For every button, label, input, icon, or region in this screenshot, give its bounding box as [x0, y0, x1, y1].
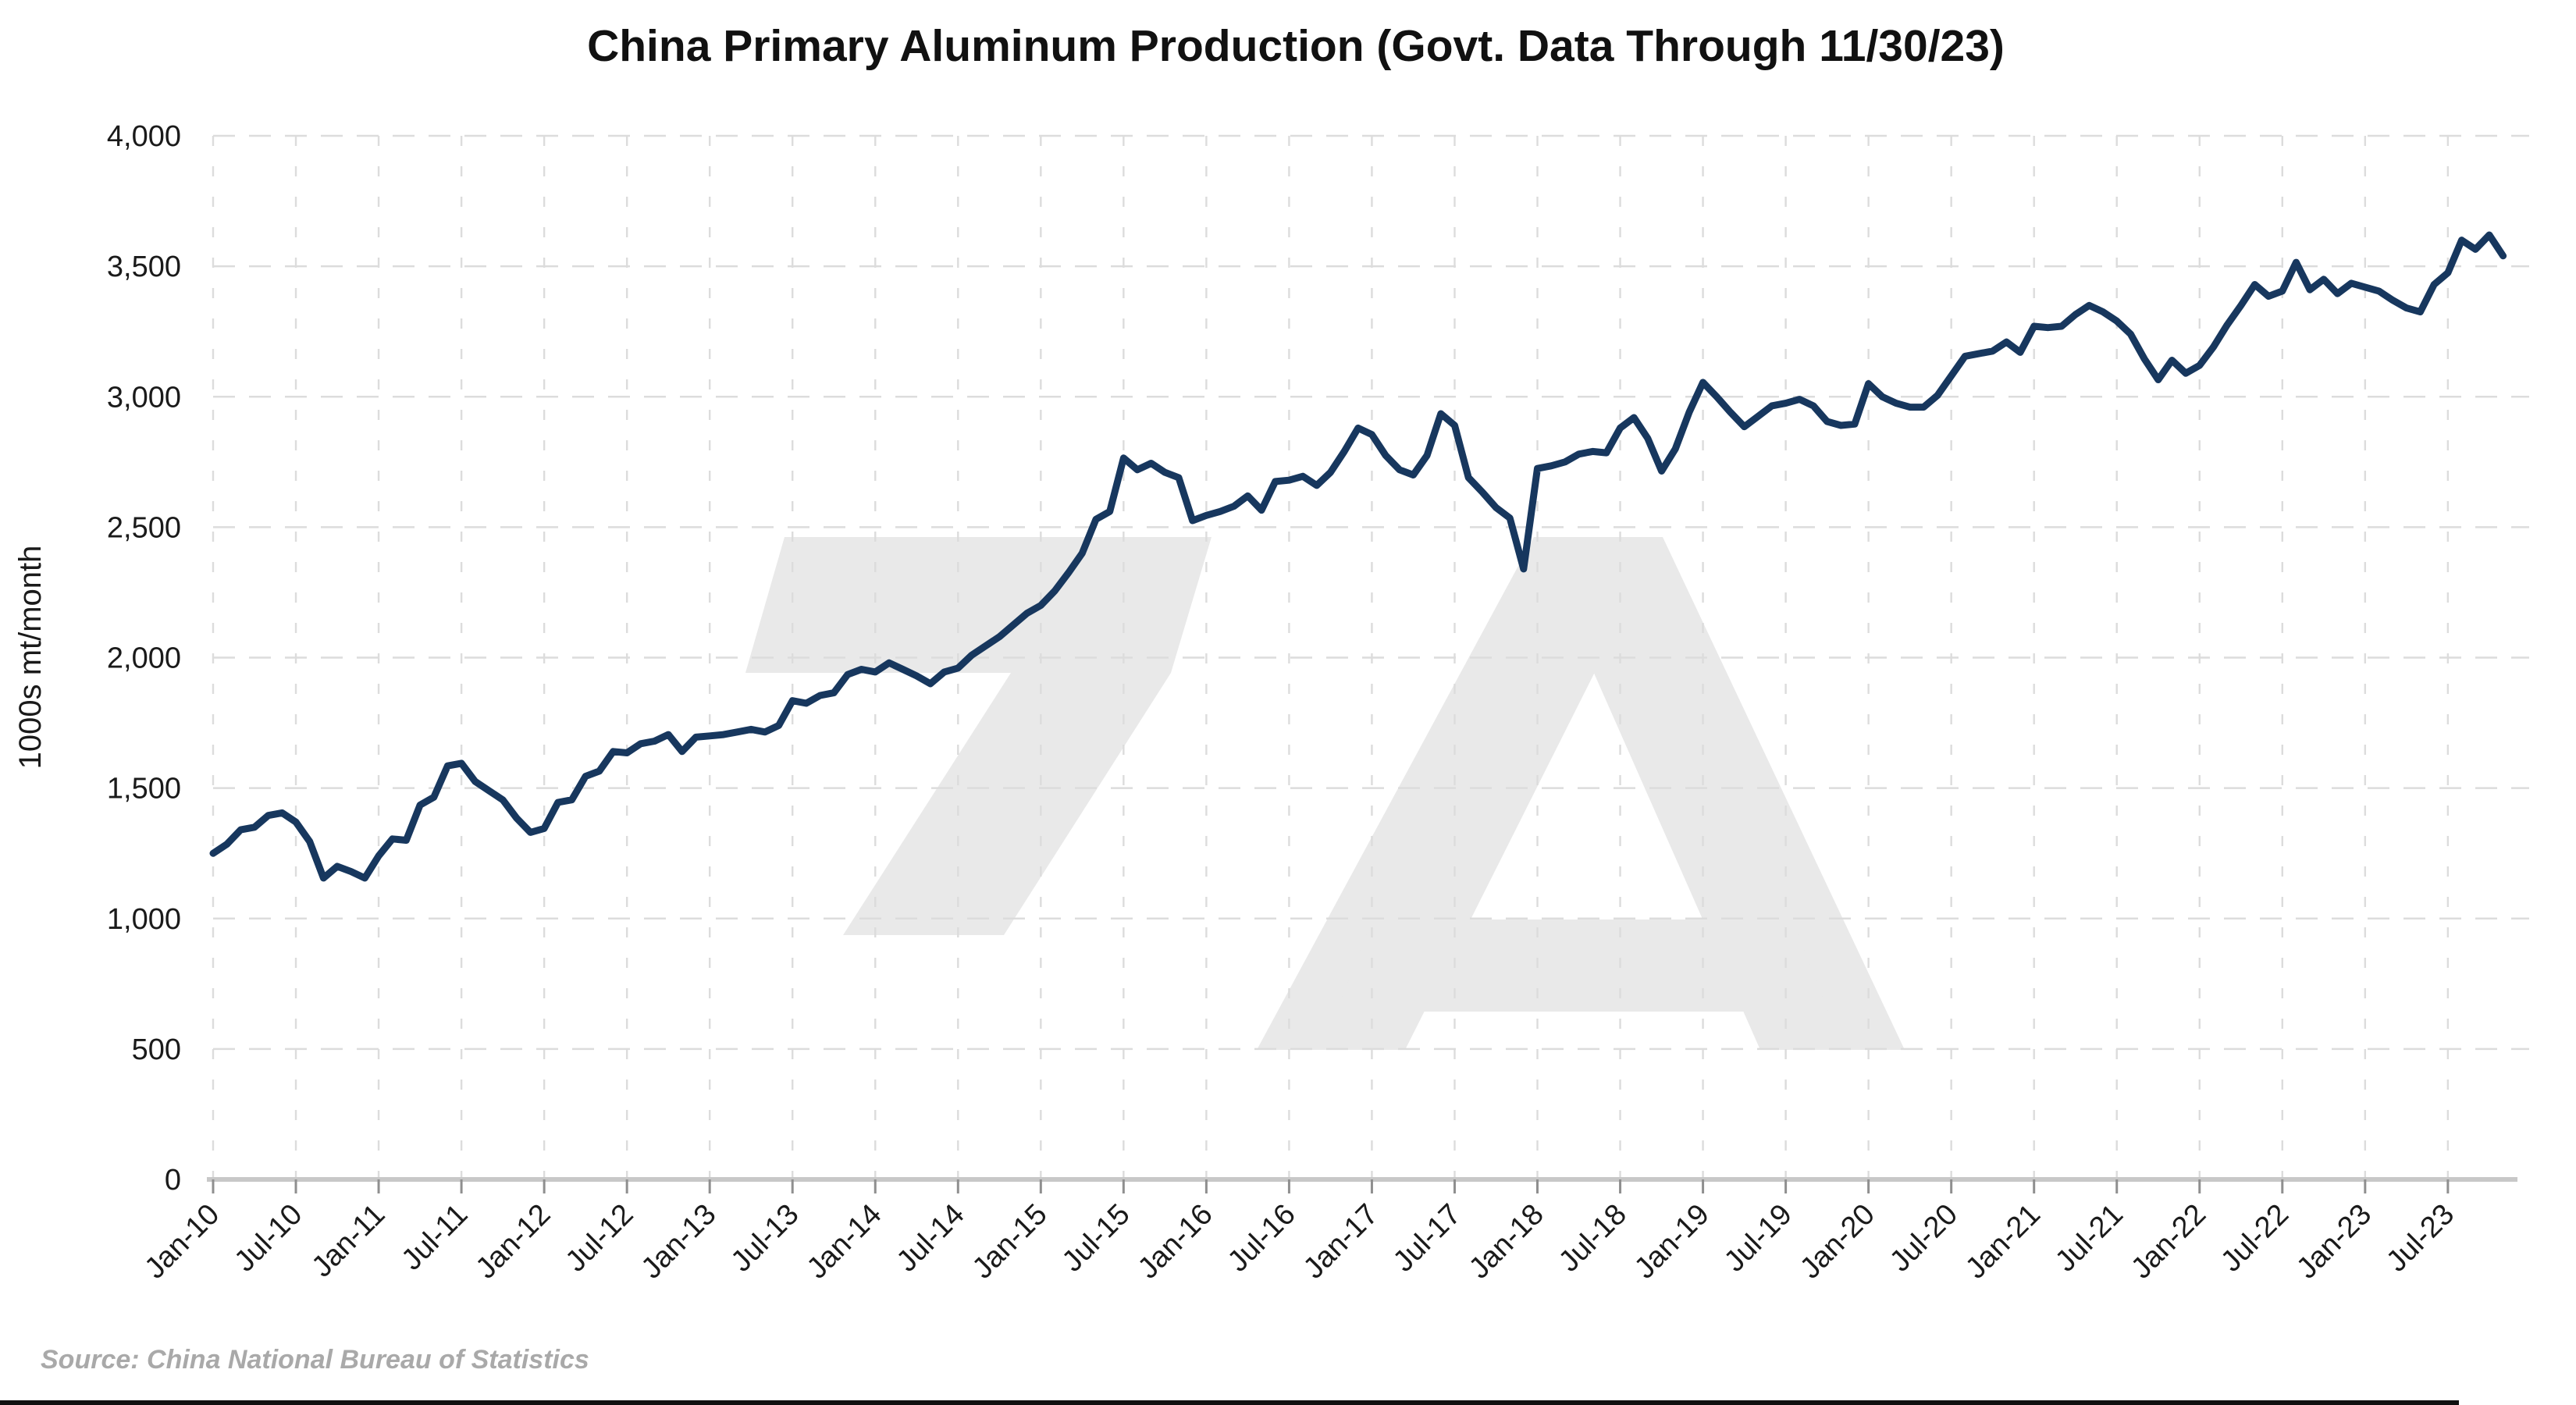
- x-tick-label-Jul-12: Jul-12: [560, 1198, 640, 1279]
- x-tick-label-Jul-11: Jul-11: [396, 1198, 475, 1277]
- x-tick-label-Jan-11: Jan-11: [306, 1198, 392, 1284]
- x-tick-label-Jan-13: Jan-13: [635, 1198, 723, 1286]
- production-line-series: [209, 231, 2507, 882]
- x-tick-label-Jul-13: Jul-13: [725, 1198, 806, 1279]
- x-tick-label-Jan-22: Jan-22: [2125, 1198, 2212, 1286]
- x-axis-baseline-and-ticks: [207, 1177, 2517, 1193]
- y-axis-tick-labels: 0 500 1,000 1,500 2,000 2,500 3,000 3,500 4,000: [107, 120, 181, 1197]
- source-note: Source: China National Bureau of Statist…: [41, 1345, 589, 1375]
- watermark-a-right-leg: [1534, 537, 1905, 1050]
- x-tick-label-Jul-20: Jul-20: [1884, 1198, 1964, 1279]
- x-tick-label-Jul-21: Jul-21: [2049, 1198, 2129, 1279]
- watermark-a-left-leg: [1257, 537, 1663, 1050]
- y-axis-title: 1000s mt/month: [13, 546, 48, 770]
- x-tick-label-Jul-19: Jul-19: [1718, 1198, 1799, 1279]
- x-tick-label-Jul-14: Jul-14: [891, 1198, 971, 1279]
- x-tick-label-Jan-17: Jan-17: [1297, 1198, 1385, 1286]
- x-tick-label-Jul-17: Jul-17: [1387, 1198, 1468, 1279]
- y-tick-label-500: 500: [132, 1033, 181, 1066]
- vertical-gridlines: [212, 136, 2450, 1179]
- y-tick-label-1,500: 1,500: [107, 773, 181, 806]
- x-tick-label-Jul-15: Jul-15: [1056, 1198, 1137, 1279]
- x-tick-label-Jan-10: Jan-10: [138, 1198, 226, 1286]
- x-tick-label-Jan-12: Jan-12: [470, 1198, 557, 1286]
- x-tick-label-Jul-10: Jul-10: [229, 1198, 309, 1279]
- y-tick-label-1,000: 1,000: [107, 903, 181, 936]
- chart-title: China Primary Aluminum Production (Govt.…: [587, 21, 2005, 71]
- watermark-a-crossbar: [1336, 919, 1828, 1012]
- x-tick-label-Jan-15: Jan-15: [966, 1198, 1054, 1286]
- y-tick-label-3,500: 3,500: [107, 251, 181, 283]
- x-tick-label-Jan-20: Jan-20: [1794, 1198, 1881, 1286]
- x-tick-label-Jul-23: Jul-23: [2380, 1198, 2460, 1279]
- x-tick-label-Jul-16: Jul-16: [1222, 1198, 1302, 1279]
- watermark-7a-logo: [745, 537, 1905, 1050]
- x-tick-label-Jan-19: Jan-19: [1628, 1198, 1716, 1286]
- watermark-seven-bar: [745, 537, 1212, 673]
- y-tick-label-4,000: 4,000: [107, 120, 181, 153]
- footer-rule: [0, 1400, 2459, 1405]
- watermark-seven-leg: [843, 673, 1171, 935]
- x-tick-label-Jul-18: Jul-18: [1553, 1198, 1633, 1279]
- x-tick-label-Jan-16: Jan-16: [1132, 1198, 1219, 1286]
- x-tick-label-Jan-18: Jan-18: [1463, 1198, 1550, 1286]
- y-tick-label-0: 0: [165, 1164, 181, 1197]
- x-tick-label-Jan-23: Jan-23: [2290, 1198, 2378, 1286]
- x-tick-label-Jan-21: Jan-21: [1959, 1198, 2047, 1286]
- x-tick-label-Jan-14: Jan-14: [801, 1198, 888, 1286]
- y-tick-label-2,000: 2,000: [107, 642, 181, 675]
- y-tick-label-2,500: 2,500: [107, 511, 181, 544]
- x-tick-label-Jul-22: Jul-22: [2215, 1198, 2295, 1279]
- y-tick-label-3,000: 3,000: [107, 381, 181, 414]
